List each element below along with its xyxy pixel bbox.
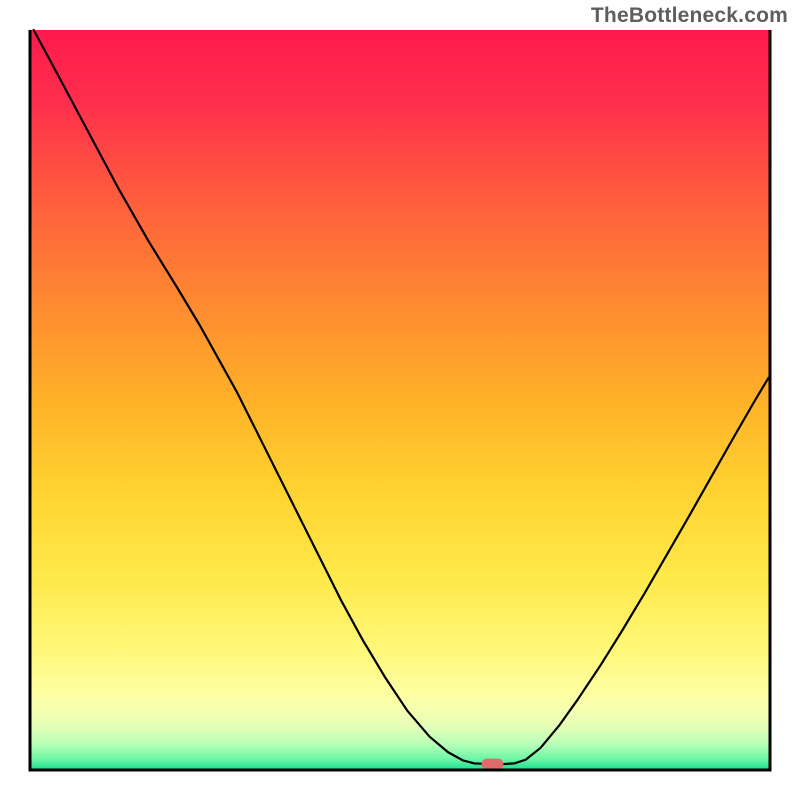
bottleneck-chart [0, 0, 800, 800]
gradient-background [30, 30, 770, 770]
optimal-marker [482, 759, 504, 770]
watermark-text: TheBottleneck.com [591, 4, 788, 28]
chart-container: TheBottleneck.com [0, 0, 800, 800]
